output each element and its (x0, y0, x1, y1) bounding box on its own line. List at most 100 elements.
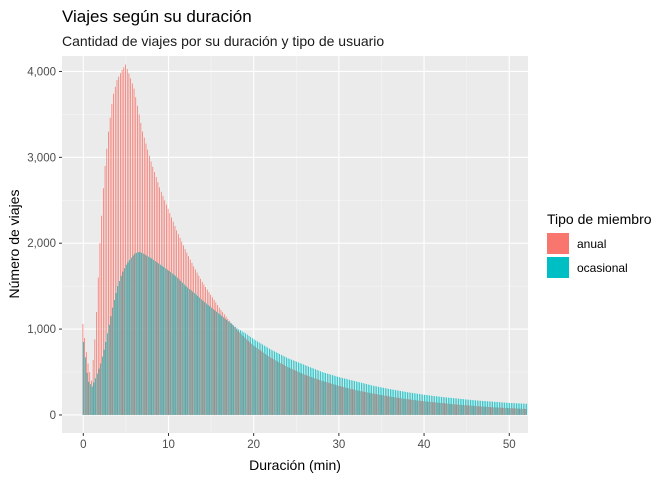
bar-ocasional (274, 351, 275, 415)
bar-ocasional (354, 381, 355, 415)
bar-ocasional (214, 310, 216, 415)
bar-anual (506, 408, 508, 415)
bar-anual (310, 377, 312, 415)
series-anual-bars (82, 64, 527, 415)
bar-anual (268, 356, 270, 415)
y-tick-label: 2,000 (27, 238, 56, 250)
bar-anual (406, 399, 408, 415)
bar-anual (96, 311, 97, 415)
bar-anual (258, 349, 259, 415)
bar-ocasional (90, 384, 91, 415)
bar-ocasional (470, 399, 471, 415)
bar-anual (196, 272, 198, 415)
bar-ocasional (401, 391, 403, 415)
bar-ocasional (359, 382, 361, 415)
bar-anual (430, 401, 431, 415)
bar-anual (327, 382, 329, 415)
bar-ocasional (93, 382, 95, 415)
bar-ocasional (182, 282, 183, 415)
bar-ocasional (265, 346, 267, 415)
bar-ocasional (171, 273, 173, 415)
bar-ocasional (355, 381, 357, 415)
bar-anual (193, 266, 195, 415)
bar-ocasional (323, 372, 325, 415)
bar-ocasional (131, 257, 132, 415)
bar-ocasional (490, 401, 492, 415)
bar-ocasional (332, 375, 333, 415)
bar-anual (438, 402, 440, 415)
bar-anual (249, 342, 251, 415)
bar-anual (133, 88, 135, 415)
bar-anual (361, 391, 363, 415)
bar-ocasional (238, 329, 240, 415)
bar-ocasional (364, 383, 366, 415)
bar-anual (256, 347, 258, 415)
bar-anual (314, 378, 316, 415)
bar-ocasional (100, 363, 102, 415)
bar-anual (275, 360, 276, 415)
bar-anual (140, 122, 142, 415)
bar-anual (230, 322, 232, 415)
bar-anual (515, 408, 517, 415)
bar-anual (160, 191, 162, 415)
bar-anual (138, 114, 140, 415)
bar-ocasional (226, 319, 228, 415)
bar-anual (334, 384, 336, 415)
bar-ocasional (343, 378, 345, 415)
bar-ocasional (427, 395, 429, 415)
bar-ocasional (320, 371, 321, 415)
bar-ocasional (303, 364, 304, 415)
bar-ocasional (245, 333, 246, 415)
legend-title: Tipo de miembro (547, 211, 652, 227)
bar-ocasional (425, 395, 427, 415)
bar-anual (370, 393, 372, 415)
bar-anual (286, 366, 288, 415)
bar-anual (130, 78, 132, 415)
x-axis: 0 10 20 30 40 50 (80, 433, 516, 451)
bar-ocasional (526, 403, 528, 415)
bar-anual (428, 401, 430, 415)
bar-ocasional (159, 264, 161, 415)
y-tick-label: 0 (50, 410, 56, 422)
bar-ocasional (389, 389, 391, 415)
bar-ocasional (335, 376, 337, 415)
bar-ocasional (495, 401, 497, 415)
x-tick-label: 40 (418, 439, 431, 451)
x-tick-label: 10 (162, 439, 175, 451)
bar-anual (210, 294, 212, 415)
bar-anual (232, 324, 234, 415)
bar-ocasional (432, 395, 434, 415)
bar-anual (285, 365, 287, 415)
bar-anual (229, 320, 230, 415)
bar-anual (459, 404, 460, 415)
bar-ocasional (125, 264, 127, 415)
bar-ocasional (170, 272, 171, 415)
bar-anual (169, 213, 171, 415)
bar-ocasional (248, 335, 250, 415)
bar-ocasional (153, 259, 154, 415)
bar-ocasional (286, 357, 287, 415)
bar-ocasional (366, 384, 367, 415)
bar-anual (462, 405, 464, 415)
bar-anual (176, 230, 178, 415)
bar-ocasional (521, 403, 522, 415)
bar-ocasional (398, 390, 400, 415)
bar-ocasional (165, 268, 166, 415)
x-tick-label: 30 (332, 439, 345, 451)
bar-ocasional (289, 358, 291, 415)
bar-ocasional (311, 367, 313, 415)
bar-anual (218, 307, 220, 415)
bar-anual (409, 399, 411, 415)
bar-ocasional (502, 402, 504, 415)
bar-ocasional (512, 403, 514, 415)
bar-ocasional (151, 258, 153, 415)
bar-ocasional (205, 303, 207, 415)
bar-anual (213, 299, 215, 415)
bar-anual (159, 187, 160, 415)
bar-ocasional (168, 270, 170, 415)
bar-anual (246, 339, 247, 415)
bar-ocasional (408, 392, 410, 415)
bar-ocasional (108, 324, 110, 415)
bar-anual (276, 361, 278, 415)
bar-ocasional (124, 268, 125, 415)
